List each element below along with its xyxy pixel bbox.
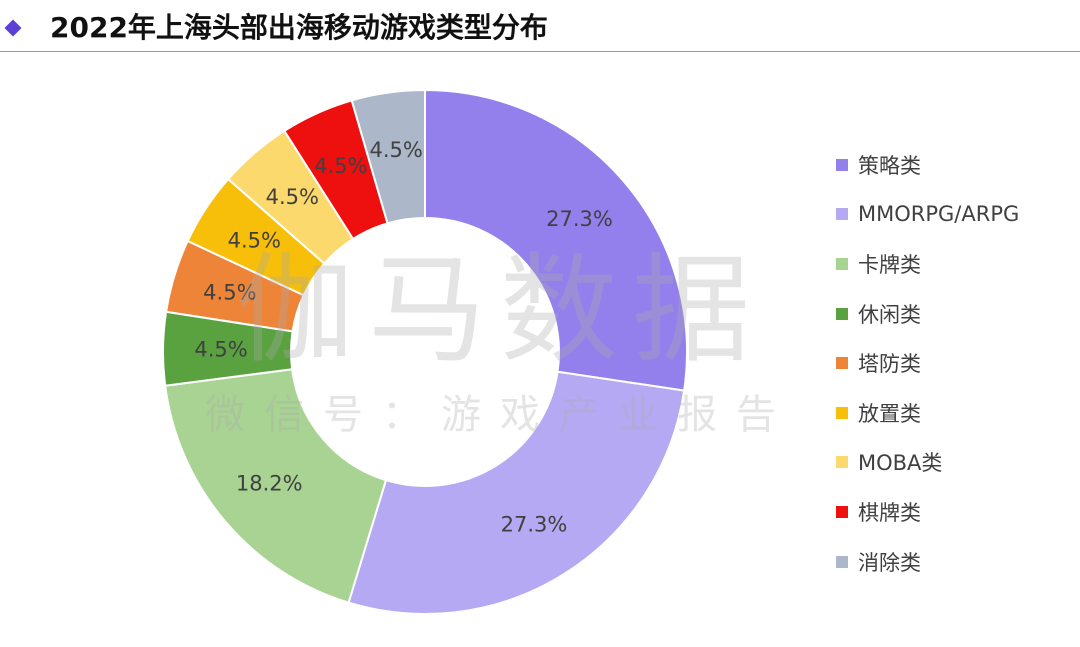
legend-swatch-icon bbox=[836, 505, 848, 518]
legend-swatch-icon bbox=[836, 208, 848, 221]
data-label: 4.5% bbox=[228, 228, 281, 252]
data-label: 4.5% bbox=[194, 337, 247, 361]
legend-label: 卡牌类 bbox=[858, 252, 921, 277]
donut-slice bbox=[164, 368, 388, 604]
legend-item: 策略类 bbox=[836, 140, 1019, 190]
legend-label: MMORPG/ARPG bbox=[858, 202, 1020, 227]
legend-item: 棋牌类 bbox=[836, 487, 1019, 537]
data-label: 4.5% bbox=[314, 154, 367, 178]
legend-label: 棋牌类 bbox=[858, 500, 921, 525]
legend-swatch-icon bbox=[836, 158, 848, 171]
legend-label: 休闲类 bbox=[858, 302, 921, 327]
chart-legend: 策略类 MMORPG/ARPG 卡牌类休闲类塔防类放置类 MOBA类棋牌类消除类 bbox=[836, 140, 1019, 586]
legend-swatch-icon bbox=[836, 257, 848, 270]
legend-swatch-icon bbox=[836, 456, 848, 469]
legend-item: 卡牌类 bbox=[836, 239, 1019, 289]
data-label: 4.5% bbox=[203, 281, 256, 305]
legend-label: 策略类 bbox=[858, 153, 921, 178]
data-label: 27.3% bbox=[546, 207, 613, 231]
donut-slice bbox=[347, 370, 686, 615]
legend-label: 放置类 bbox=[858, 401, 921, 426]
data-label: 4.5% bbox=[266, 185, 319, 209]
data-label: 4.5% bbox=[370, 138, 423, 162]
legend-swatch-icon bbox=[836, 357, 848, 370]
data-label: 27.3% bbox=[501, 512, 568, 536]
legend-item: 放置类 bbox=[836, 388, 1019, 438]
legend-label: 消除类 bbox=[858, 550, 921, 575]
legend-swatch-icon bbox=[836, 555, 848, 568]
donut-slice bbox=[350, 88, 426, 225]
legend-swatch-icon bbox=[836, 307, 848, 320]
legend-label: MOBA类 bbox=[858, 451, 943, 476]
title-divider bbox=[0, 51, 1080, 52]
legend-label: 塔防类 bbox=[858, 352, 921, 377]
legend-item: MOBA类 bbox=[836, 438, 1019, 488]
donut-slice bbox=[424, 88, 688, 392]
legend-item: MMORPG/ARPG bbox=[836, 190, 1019, 240]
legend-item: 消除类 bbox=[836, 537, 1019, 587]
header: 2022年上海头部出海移动游戏类型分布 bbox=[0, 0, 1080, 52]
chart-title: 2022年上海头部出海移动游戏类型分布 bbox=[50, 11, 548, 44]
legend-item: 休闲类 bbox=[836, 289, 1019, 339]
legend-swatch-icon bbox=[836, 406, 848, 419]
legend-item: 塔防类 bbox=[836, 338, 1019, 388]
data-label: 18.2% bbox=[236, 472, 303, 496]
